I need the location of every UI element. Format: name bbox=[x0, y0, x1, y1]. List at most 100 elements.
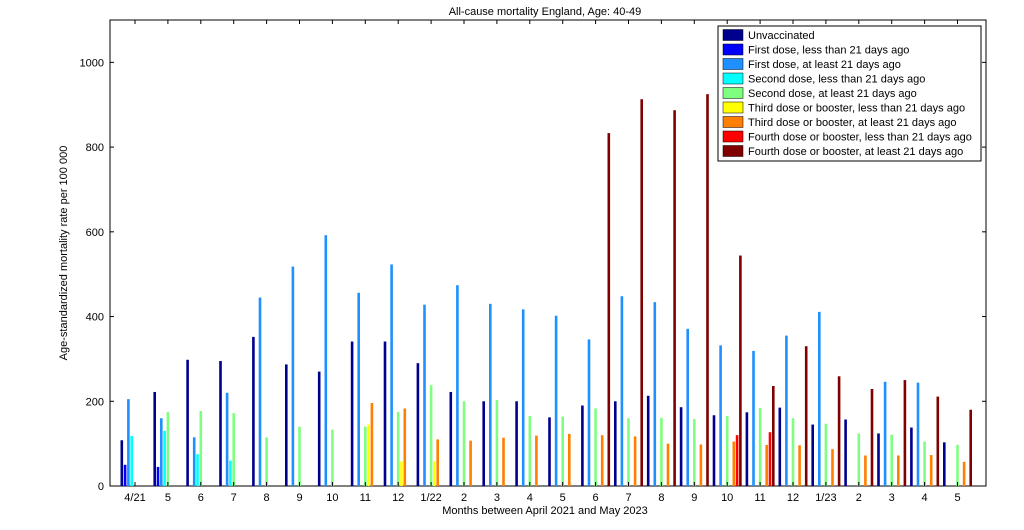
bar bbox=[364, 426, 367, 486]
bar bbox=[423, 304, 426, 486]
bar bbox=[456, 285, 459, 486]
x-axis-title: Months between April 2021 and May 2023 bbox=[442, 505, 647, 517]
bar bbox=[936, 396, 940, 486]
bar bbox=[291, 266, 295, 486]
bar bbox=[640, 99, 643, 486]
bar bbox=[258, 297, 262, 486]
x-tick-label: 11 bbox=[754, 492, 765, 504]
x-tick-label: 1/23 bbox=[815, 492, 836, 504]
legend-label: Third dose or booster, at least 21 days … bbox=[748, 117, 957, 129]
bar bbox=[548, 417, 551, 486]
bar bbox=[449, 391, 453, 486]
bar bbox=[515, 401, 518, 486]
bar bbox=[400, 461, 403, 486]
bar bbox=[660, 417, 663, 486]
legend-swatch bbox=[722, 145, 744, 157]
bar bbox=[370, 402, 374, 486]
bar bbox=[535, 435, 538, 486]
x-tick-label: 5 bbox=[560, 492, 566, 504]
y-tick-label: 0 bbox=[98, 481, 104, 493]
bar bbox=[130, 436, 133, 486]
x-tick-label: 10 bbox=[721, 492, 733, 504]
legend-swatch bbox=[722, 130, 744, 143]
bar bbox=[123, 464, 127, 486]
x-tick-label: 3 bbox=[494, 492, 500, 504]
bar bbox=[818, 311, 821, 486]
bar bbox=[383, 341, 387, 486]
bar bbox=[923, 441, 926, 486]
bar bbox=[719, 345, 722, 486]
bar bbox=[199, 411, 203, 486]
bar bbox=[587, 339, 591, 486]
bar bbox=[735, 435, 739, 486]
legend-box bbox=[717, 25, 982, 162]
x-tick-label: 10 bbox=[326, 492, 338, 504]
bar bbox=[916, 382, 920, 486]
y-tick-label: 600 bbox=[86, 227, 104, 239]
x-tick-label: 8 bbox=[658, 492, 664, 504]
bar bbox=[712, 415, 716, 486]
bar bbox=[502, 437, 505, 486]
bar bbox=[186, 359, 189, 486]
bar bbox=[890, 434, 893, 486]
bar bbox=[844, 419, 847, 486]
bar bbox=[568, 433, 571, 486]
legend-swatch bbox=[722, 101, 744, 114]
bar bbox=[706, 94, 709, 486]
bar bbox=[864, 455, 867, 486]
bar bbox=[528, 416, 532, 486]
legend-swatch bbox=[722, 58, 744, 70]
legend-label: Fourth dose or booster, at least 21 days… bbox=[748, 146, 963, 158]
x-tick-label: 11 bbox=[360, 492, 371, 504]
bar bbox=[462, 401, 466, 486]
bar bbox=[317, 371, 321, 486]
bar bbox=[653, 302, 657, 486]
bar bbox=[811, 424, 814, 486]
bar bbox=[600, 435, 604, 486]
bar bbox=[232, 413, 235, 486]
y-tick-label: 1000 bbox=[80, 57, 104, 69]
x-tick-label: 7 bbox=[625, 492, 631, 504]
bar bbox=[765, 444, 768, 486]
x-tick-label: 7 bbox=[231, 492, 237, 504]
bar bbox=[646, 395, 650, 486]
bar bbox=[298, 426, 301, 486]
x-ticks: 4/21 5 6 7 8 9 10 11 12 1/22 2 3 4 5 6 7 8 9 10 11 12 1/23 2 3 4… bbox=[124, 20, 961, 504]
bar bbox=[367, 424, 370, 486]
bar bbox=[686, 328, 689, 486]
bar bbox=[752, 350, 755, 486]
x-tick-label: 12 bbox=[392, 492, 404, 504]
bar bbox=[857, 433, 861, 486]
bar bbox=[837, 376, 841, 486]
bar bbox=[772, 386, 775, 486]
bar bbox=[699, 444, 703, 486]
y-axis-title: Age-standardized mortality rate per 100 … bbox=[58, 146, 70, 361]
bar bbox=[791, 418, 795, 486]
bar bbox=[219, 361, 222, 486]
bar bbox=[897, 455, 900, 486]
bar bbox=[160, 418, 163, 486]
y-tick-label: 800 bbox=[86, 142, 104, 154]
bar bbox=[739, 255, 742, 486]
legend-label: First dose, less than 21 days ago bbox=[748, 45, 909, 57]
bar bbox=[956, 444, 959, 486]
bar bbox=[469, 440, 472, 486]
x-tick-label: 6 bbox=[593, 492, 599, 504]
bar bbox=[594, 408, 597, 486]
bar bbox=[627, 418, 630, 486]
bar bbox=[554, 315, 558, 486]
bar bbox=[768, 432, 772, 486]
bar bbox=[831, 449, 834, 486]
bar bbox=[127, 399, 130, 486]
bar bbox=[225, 392, 229, 486]
bar bbox=[495, 400, 499, 486]
bar bbox=[581, 405, 584, 486]
legend-label: First dose, at least 21 days ago bbox=[748, 59, 901, 71]
legend-swatch bbox=[722, 43, 744, 56]
bar bbox=[804, 346, 808, 486]
x-tick-label: 4/21 bbox=[124, 492, 145, 504]
y-ticks: 0 200 400 600 800 1000 bbox=[80, 57, 986, 493]
y-tick-label: 200 bbox=[86, 396, 104, 408]
bar bbox=[745, 412, 749, 486]
